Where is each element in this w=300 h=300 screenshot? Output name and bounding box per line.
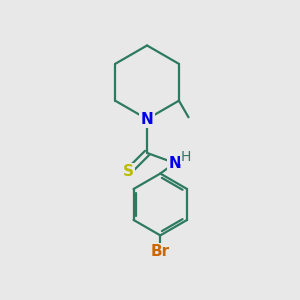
Text: N: N bbox=[168, 155, 181, 170]
Text: Br: Br bbox=[151, 244, 170, 259]
Text: N: N bbox=[141, 112, 153, 127]
Text: S: S bbox=[123, 164, 134, 179]
Text: H: H bbox=[181, 149, 191, 164]
